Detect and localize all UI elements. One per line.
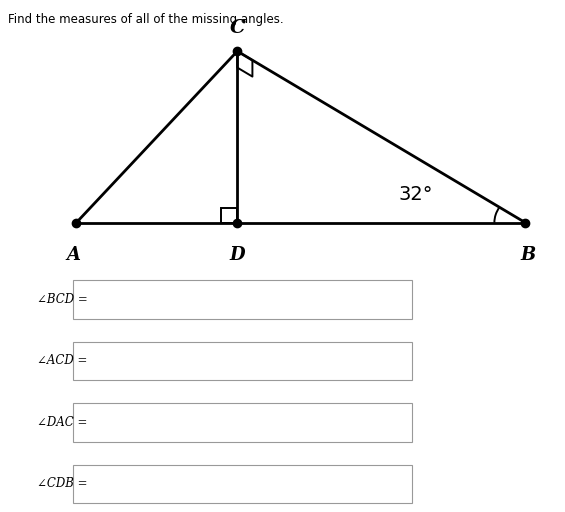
Text: ∠ACD =: ∠ACD =: [37, 354, 87, 368]
Bar: [73, 403, 412, 441]
Bar: [221, 208, 237, 223]
Bar: [73, 465, 412, 503]
Text: ∠BCD =: ∠BCD =: [37, 293, 88, 306]
Text: ∠CDB =: ∠CDB =: [37, 477, 87, 490]
Bar: [73, 281, 412, 318]
Bar: [73, 342, 412, 380]
Text: D: D: [229, 246, 245, 264]
Text: ∠DAC =: ∠DAC =: [37, 416, 87, 429]
Text: Find the measures of all of the missing angles.: Find the measures of all of the missing …: [8, 13, 284, 26]
Text: 32°: 32°: [398, 185, 433, 204]
Text: B: B: [521, 246, 536, 264]
Text: C: C: [229, 19, 245, 37]
Text: A: A: [67, 246, 80, 264]
